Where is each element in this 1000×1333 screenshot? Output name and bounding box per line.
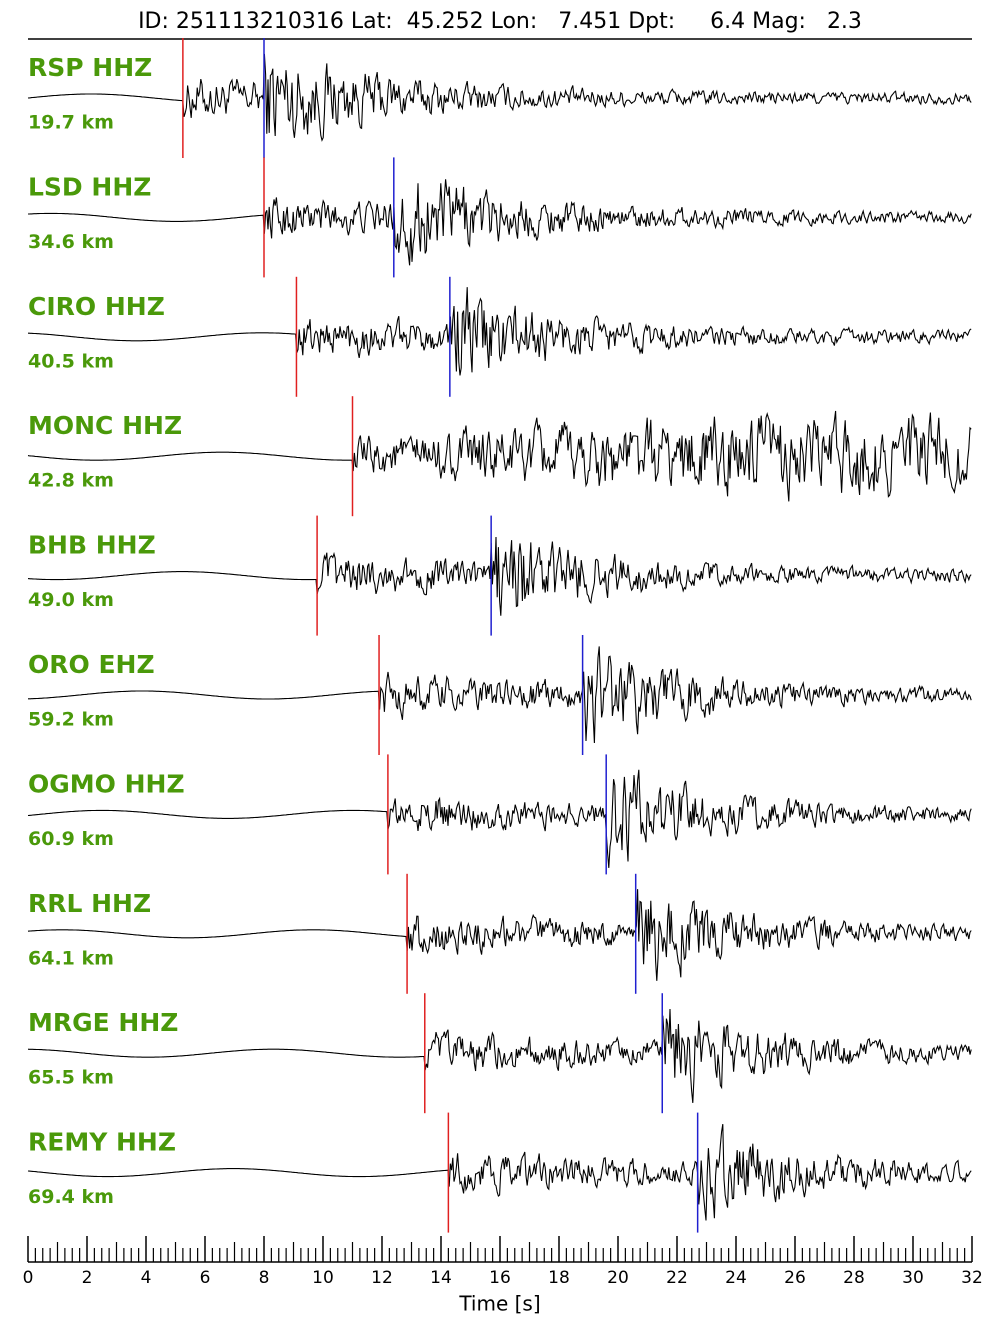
station-name: ORO EHZ xyxy=(28,650,155,679)
station-name: RSP HHZ xyxy=(28,53,152,82)
waveform xyxy=(27,889,972,981)
x-tick-label: 26 xyxy=(784,1268,806,1288)
x-tick-label: 22 xyxy=(666,1268,688,1288)
x-tick-label: 10 xyxy=(312,1268,334,1288)
station-name: REMY HHZ xyxy=(28,1128,176,1157)
x-tick-label: 24 xyxy=(725,1268,747,1288)
x-tick-label: 0 xyxy=(23,1268,34,1288)
station-distance: 40.5 km xyxy=(28,350,114,372)
x-tick-label: 8 xyxy=(259,1268,270,1288)
station-name: OGMO HHZ xyxy=(28,769,185,798)
waveform xyxy=(27,536,972,616)
station-distance: 64.1 km xyxy=(28,947,114,969)
station-distance: 69.4 km xyxy=(28,1186,114,1208)
x-tick-label: 18 xyxy=(548,1268,570,1288)
x-tick-label: 30 xyxy=(902,1268,924,1288)
station-distance: 49.0 km xyxy=(28,589,114,611)
waveform xyxy=(27,1008,972,1103)
station-name: BHB HHZ xyxy=(28,531,156,560)
waveform xyxy=(27,1124,972,1221)
station-distance: 65.5 km xyxy=(28,1067,114,1089)
x-tick-label: 28 xyxy=(843,1268,865,1288)
station-name: CIRO HHZ xyxy=(28,292,165,321)
waveform xyxy=(28,646,972,744)
station-name: LSD HHZ xyxy=(28,172,151,201)
x-tick-label: 32 xyxy=(961,1268,983,1288)
waveform xyxy=(28,287,972,376)
waveform xyxy=(27,410,972,502)
station-name: MONC HHZ xyxy=(28,411,182,440)
waveform xyxy=(28,179,972,266)
chart-title: ID: 251113210316 Lat: 45.252 Lon: 7.451 … xyxy=(138,9,862,34)
x-tick-label: 16 xyxy=(489,1268,511,1288)
x-tick-label: 12 xyxy=(371,1268,393,1288)
x-tick-label: 6 xyxy=(200,1268,211,1288)
station-distance: 60.9 km xyxy=(28,828,114,850)
waveform xyxy=(27,769,972,868)
station-name: MRGE HHZ xyxy=(28,1008,178,1037)
station-distance: 34.6 km xyxy=(28,231,114,253)
x-axis-label: Time [s] xyxy=(458,1292,540,1316)
x-tick-label: 4 xyxy=(141,1268,152,1288)
waveform xyxy=(27,53,972,142)
station-distance: 59.2 km xyxy=(28,709,114,731)
station-name: RRL HHZ xyxy=(28,889,151,918)
x-tick-label: 14 xyxy=(430,1268,452,1288)
x-tick-label: 2 xyxy=(82,1268,93,1288)
station-distance: 42.8 km xyxy=(28,470,114,492)
station-distance: 19.7 km xyxy=(28,112,114,134)
x-tick-label: 20 xyxy=(607,1268,629,1288)
